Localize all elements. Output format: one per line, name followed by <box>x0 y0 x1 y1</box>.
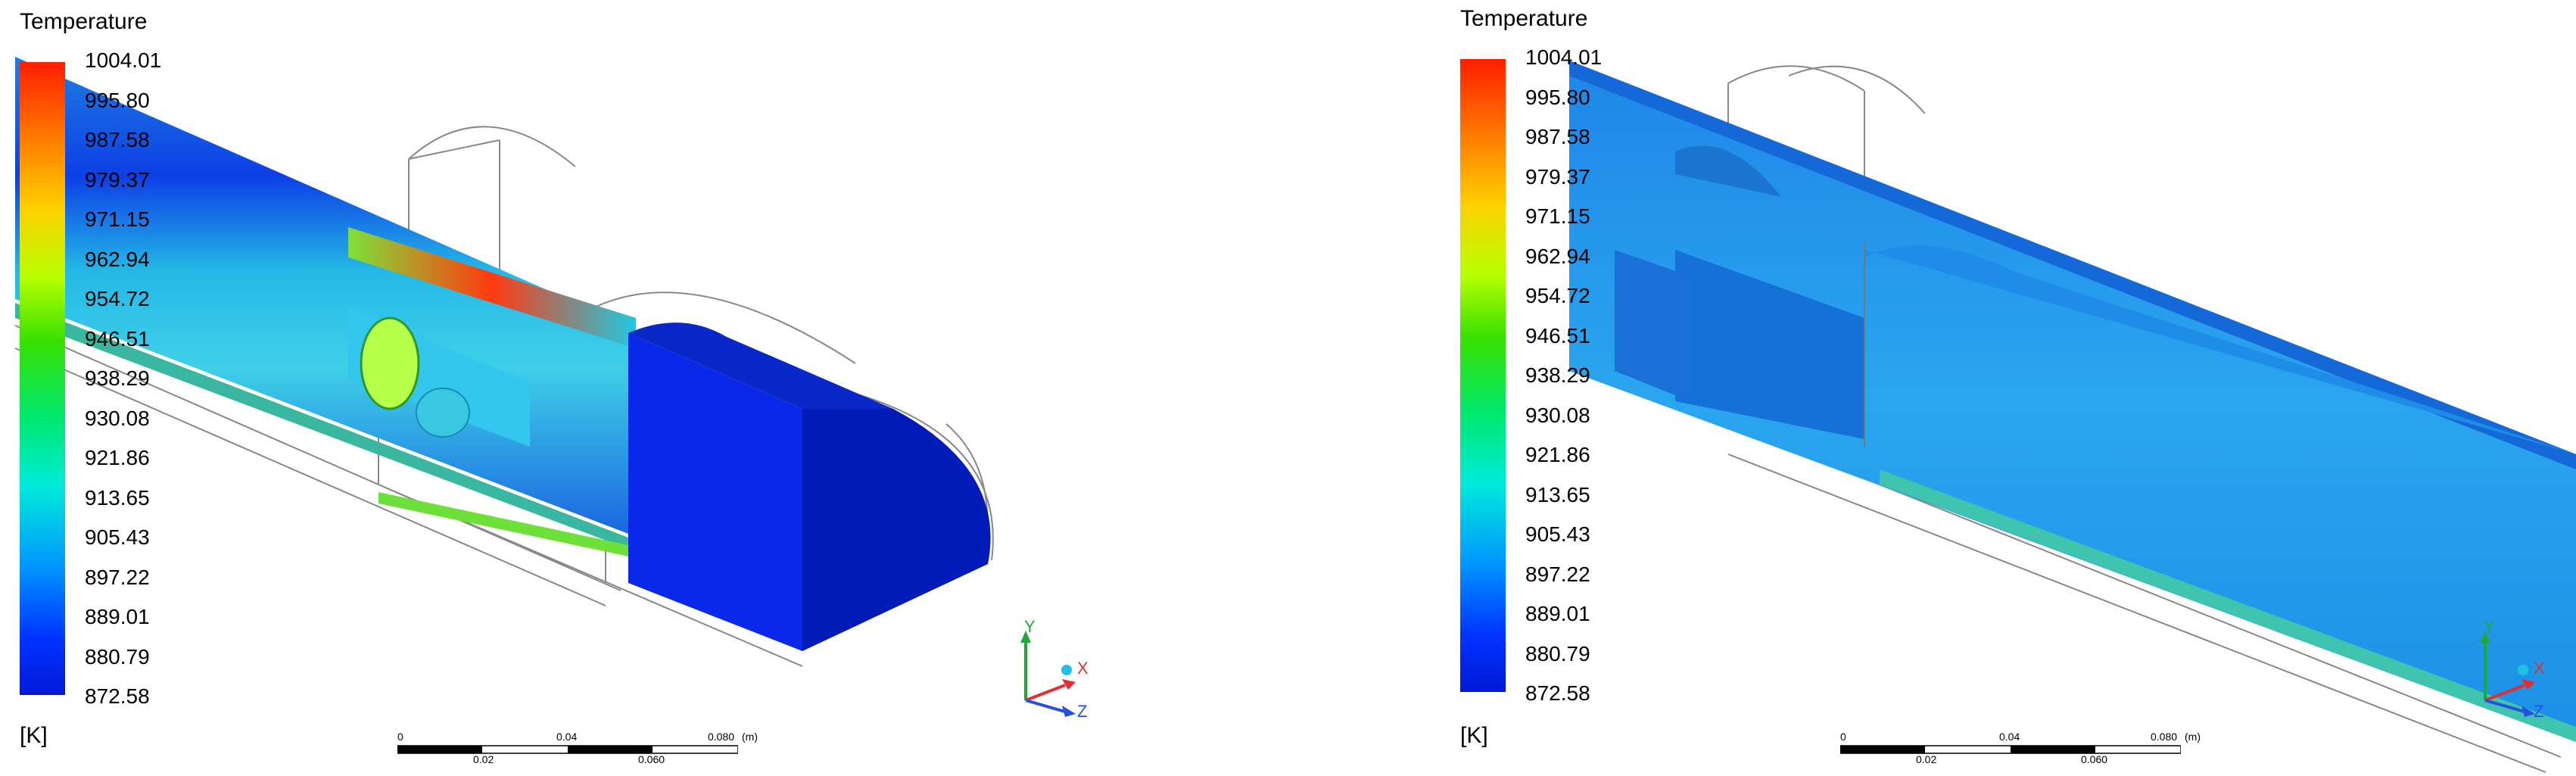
scale-label: 0 <box>1840 731 1846 743</box>
legend-tick: 954.72 <box>85 287 150 310</box>
axis-triad: Y X Z <box>1011 617 1101 723</box>
scale-label: 0.02 <box>1916 753 1937 765</box>
hot-streak-lower-left <box>378 492 628 556</box>
legend-tick: 921.86 <box>1525 443 1590 466</box>
cut-window-right <box>1675 250 1864 439</box>
legend-tick: 946.51 <box>1525 323 1590 347</box>
legend-title: Temperature <box>1460 6 1588 31</box>
scale-label: 0.080 <box>708 731 735 743</box>
legend-tick: 897.22 <box>1525 562 1590 586</box>
legend-title: Temperature <box>20 9 148 34</box>
end-block-top-left <box>628 323 893 409</box>
legend-tick: 889.01 <box>1525 602 1590 625</box>
legend-tick: 979.37 <box>85 167 150 192</box>
legend-tick: 971.15 <box>85 207 150 231</box>
legend-tick: 872.58 <box>1525 681 1590 705</box>
legend-tick: 938.29 <box>1525 363 1590 387</box>
legend-tick: 979.37 <box>1525 164 1590 189</box>
legend-tick: 987.58 <box>85 128 150 151</box>
legend-tick: 930.08 <box>1525 403 1590 427</box>
legend-tick: 946.51 <box>85 326 150 351</box>
scale-label: 0.060 <box>638 753 665 765</box>
scale-label: 0.060 <box>2081 753 2108 765</box>
legend-tick: 1004.01 <box>85 48 162 72</box>
scale-unit: (m) <box>2185 731 2201 743</box>
legend-unit: [K] <box>20 723 48 748</box>
temperature-colorbar <box>1460 59 1506 692</box>
legend-unit: [K] <box>1460 723 1488 748</box>
hot-region-left <box>348 227 636 348</box>
axis-z-label: Z <box>1077 702 1088 721</box>
contour-panel-left: Temperature 1004.01 995.80 987.58 979.37… <box>0 0 1287 776</box>
scale-label: 0.04 <box>556 731 578 743</box>
contour-panel-right: Temperature 1004.01 995.80 987.58 979.37… <box>1441 0 2576 776</box>
scale-label: 0.04 <box>1999 731 2020 743</box>
legend-tick: 897.22 <box>85 565 150 589</box>
axis-y-label: Y <box>2484 617 2495 636</box>
legend-tick: 889.01 <box>85 605 150 628</box>
legend-tick: 913.65 <box>85 485 150 510</box>
legend-tick: 930.08 <box>85 406 150 430</box>
legend-tick: 995.80 <box>85 88 150 112</box>
end-block-front-left <box>628 333 802 651</box>
scale-unit: (m) <box>742 731 758 743</box>
legend-tick: 938.29 <box>85 366 150 390</box>
legend-tick: 987.58 <box>1525 125 1590 148</box>
port-hole-left <box>416 388 470 438</box>
temperature-colorbar <box>20 62 65 695</box>
scale-bar: 0 0.04 0.080 (m) 0.02 0.060 <box>1840 731 2201 765</box>
geometry-view-right <box>1569 61 2576 773</box>
axis-z-label: Z <box>2534 702 2544 721</box>
axis-x-label: X <box>2534 659 2545 678</box>
legend-tick: 962.94 <box>1525 244 1590 268</box>
legend-tick: 1004.01 <box>1525 45 1603 69</box>
legend-tick: 913.65 <box>1525 482 1590 506</box>
scale-label: 0.02 <box>473 753 494 765</box>
scale-bar: 0 0.04 0.080 (m) 0.02 0.060 <box>397 731 758 765</box>
tube-top-edge-right <box>1569 61 2576 469</box>
axis-y-label: Y <box>1024 617 1036 636</box>
legend-tick: 880.79 <box>1525 641 1590 665</box>
axis-x-label: X <box>1077 659 1089 678</box>
end-block-side-left <box>802 409 991 651</box>
cut-side-right <box>1615 250 1690 401</box>
scale-label: 0 <box>397 731 403 743</box>
legend-tick: 995.80 <box>1525 85 1590 109</box>
port-ring-left <box>360 316 420 410</box>
tube-lower-stripe-left <box>15 303 628 549</box>
axis-triad: Y X Z <box>2470 617 2561 723</box>
legend-tick: 905.43 <box>85 525 150 549</box>
scale-label: 0.080 <box>2151 731 2178 743</box>
tube-body-right <box>1569 61 2576 742</box>
legend-tick: 971.15 <box>1525 204 1590 228</box>
legend-tick: 954.72 <box>1525 284 1590 307</box>
legend-tick: 962.94 <box>85 247 150 271</box>
lower-stripe-right <box>1880 469 2576 742</box>
dome-body-right <box>1864 245 2576 454</box>
legend-tick: 872.58 <box>85 684 150 708</box>
legend-tick: 921.86 <box>85 446 150 469</box>
legend-ticks: 1004.01 995.80 987.58 979.37 971.15 962.… <box>85 49 221 708</box>
legend-tick: 880.79 <box>85 644 150 668</box>
geometry-view-left <box>14 57 994 667</box>
legend-ticks: 1004.01 995.80 987.58 979.37 971.15 962.… <box>1525 46 1662 705</box>
cap-dome-right <box>1675 145 1781 197</box>
legend-tick: 905.43 <box>1525 522 1590 546</box>
